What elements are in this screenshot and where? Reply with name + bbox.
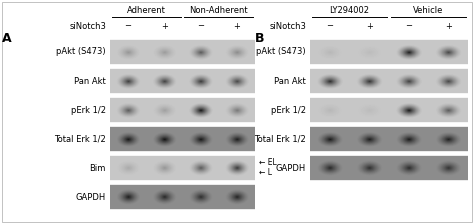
Text: Bim: Bim [90,164,106,172]
Text: pAkt (S473): pAkt (S473) [256,47,306,56]
Text: siNotch3: siNotch3 [269,22,306,30]
Text: Pan Akt: Pan Akt [274,77,306,86]
Text: siNotch3: siNotch3 [69,22,106,30]
Text: −: − [125,22,132,30]
Text: −: − [326,22,333,30]
Text: +: + [233,22,240,30]
Text: −: − [197,22,204,30]
Text: GAPDH: GAPDH [276,164,306,172]
Text: +: + [366,22,373,30]
Text: −: − [405,22,412,30]
Text: ← L: ← L [259,168,272,177]
Text: Pan Akt: Pan Akt [74,77,106,86]
Text: Adherent: Adherent [127,6,166,15]
Text: Total Erk 1/2: Total Erk 1/2 [54,134,106,144]
Text: +: + [445,22,452,30]
Text: +: + [161,22,168,30]
Text: LY294002: LY294002 [329,6,370,15]
Text: GAPDH: GAPDH [76,192,106,202]
Text: A: A [2,32,12,45]
Text: Non-Adherent: Non-Adherent [190,6,248,15]
Text: pAkt (S473): pAkt (S473) [56,47,106,56]
Text: Total Erk 1/2: Total Erk 1/2 [254,134,306,144]
Text: ← EL: ← EL [259,158,277,167]
Text: pErk 1/2: pErk 1/2 [71,106,106,114]
Text: pErk 1/2: pErk 1/2 [271,106,306,114]
Text: B: B [255,32,264,45]
Text: Vehicle: Vehicle [413,6,444,15]
